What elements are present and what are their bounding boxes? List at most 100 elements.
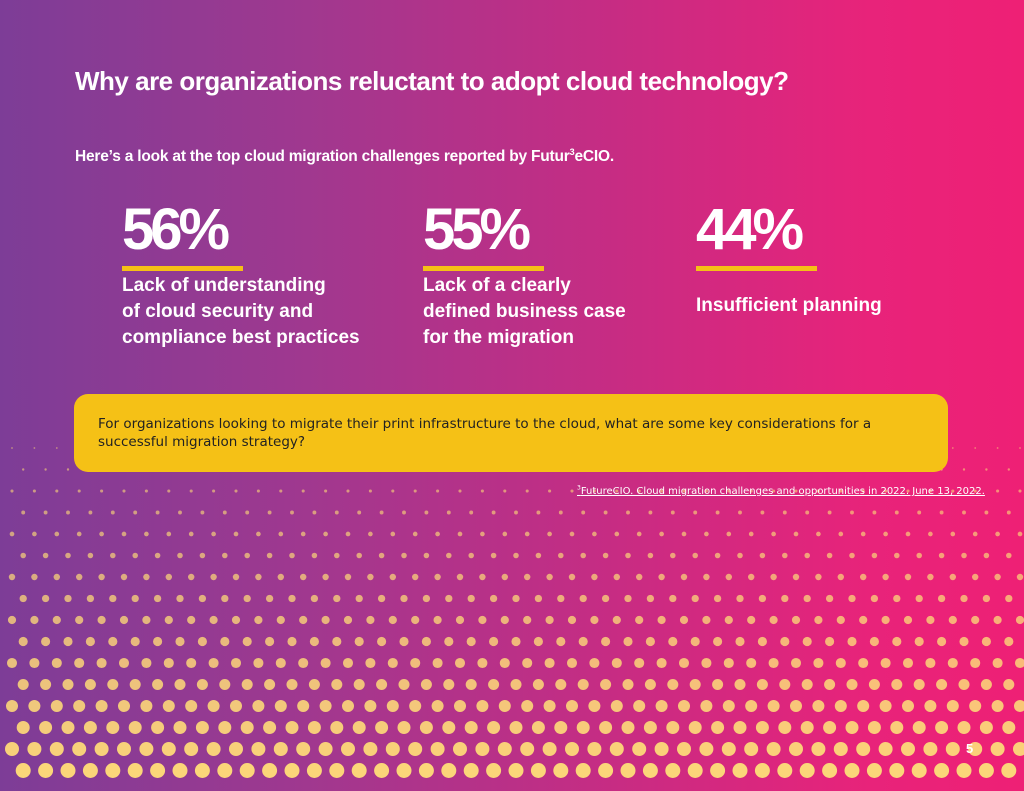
halftone-dot [1017, 531, 1023, 537]
halftone-dot [1005, 594, 1013, 603]
halftone-dot [657, 615, 666, 625]
halftone-dot [738, 510, 742, 515]
halftone-dot [65, 552, 71, 559]
halftone-dot [658, 573, 665, 581]
halftone-dot [319, 699, 332, 713]
halftone-dot [744, 742, 759, 756]
halftone-dot [234, 489, 238, 493]
halftone-dot [535, 552, 542, 559]
halftone-dot [41, 636, 51, 647]
halftone-dot [721, 742, 736, 756]
halftone-dot [726, 531, 732, 537]
stat-description: Lack of understanding of cloud security … [122, 275, 360, 348]
halftone-dot [377, 594, 386, 603]
halftone-dot [297, 699, 310, 713]
halftone-dot [644, 678, 656, 691]
halftone-dot [635, 615, 644, 625]
halftone-dot [97, 615, 106, 625]
halftone-dot [881, 615, 890, 625]
halftone-dot [128, 721, 142, 734]
halftone-dot [939, 510, 944, 515]
halftone-dot [902, 657, 914, 669]
halftone-dot [209, 615, 218, 625]
halftone-dot [969, 699, 982, 713]
halftone-dot [824, 678, 836, 691]
halftone-dot [52, 615, 61, 625]
halftone-dot [624, 594, 632, 603]
halftone-dot [354, 636, 364, 647]
halftone-dot [633, 699, 646, 713]
halftone-dot [949, 573, 956, 581]
halftone-dot [17, 678, 29, 691]
halftone-dot [221, 594, 229, 603]
halftone-dot [745, 699, 758, 713]
halftone-dot [245, 510, 250, 515]
halftone-dot [155, 510, 160, 515]
halftone-dot [647, 552, 654, 559]
halftone-dot [388, 615, 397, 625]
halftone-dot [163, 657, 174, 669]
halftone-dot [174, 678, 186, 691]
halftone-dot [463, 763, 479, 778]
halftone-dot [1013, 742, 1024, 756]
halftone-dot [110, 552, 116, 559]
halftone-dot [754, 763, 770, 778]
halftone-dot [420, 678, 432, 691]
halftone-dot [132, 552, 138, 559]
halftone-dot [464, 721, 478, 734]
halftone-dot [654, 742, 669, 756]
subtitle-footnote-ref: 3 [569, 146, 575, 157]
halftone-dot [299, 615, 308, 625]
halftone-dot [845, 721, 859, 734]
halftone-dot [329, 763, 345, 778]
halftone-dot [63, 636, 73, 647]
halftone-dot [411, 615, 420, 625]
halftone-dot [511, 636, 521, 647]
halftone-dot [580, 552, 586, 559]
halftone-dot [217, 763, 233, 778]
halftone-dot [951, 447, 954, 449]
halftone-dot [749, 489, 753, 493]
halftone-dot [660, 489, 664, 493]
halftone-dot [972, 573, 979, 581]
halftone-dot [838, 531, 844, 537]
halftone-dot [184, 742, 199, 756]
halftone-dot [468, 552, 474, 559]
halftone-dot [557, 594, 565, 603]
halftone-dot [378, 552, 385, 559]
halftone-dot [677, 699, 691, 713]
halftone-dot [489, 594, 498, 603]
halftone-dot [782, 552, 788, 559]
halftone-dot [27, 742, 42, 756]
halftone-dot [353, 678, 365, 691]
halftone-dot [142, 615, 151, 625]
halftone-dot [275, 657, 286, 669]
halftone-dot [413, 489, 417, 493]
page-number: 5 [966, 741, 974, 756]
halftone-dot [173, 721, 187, 734]
halftone-dot [198, 594, 207, 603]
halftone-dot [30, 615, 39, 625]
halftone-dot [637, 489, 641, 493]
halftone-dot [300, 531, 306, 537]
halftone-dot [164, 615, 173, 625]
halftone-dot [591, 573, 598, 581]
halftone-dot [666, 721, 680, 734]
halftone-dot [18, 636, 28, 647]
footnote-link[interactable]: 3FutureCIO. Cloud migration challenges a… [577, 485, 985, 497]
halftone-dot [868, 678, 880, 691]
halftone-dot [263, 721, 277, 734]
halftone-dot [196, 678, 208, 691]
halftone-dot [475, 742, 490, 756]
halftone-dot [872, 510, 877, 515]
halftone-dot [713, 594, 722, 603]
halftone-dot [296, 742, 311, 756]
halftone-dot [434, 573, 441, 581]
halftone-dot [632, 742, 647, 756]
halftone-dot [88, 510, 93, 515]
halftone-dot [187, 615, 196, 625]
halftone-dot [805, 510, 810, 515]
halftone-dot [11, 447, 13, 449]
halftone-dot [412, 573, 419, 581]
halftone-dot [423, 552, 430, 559]
